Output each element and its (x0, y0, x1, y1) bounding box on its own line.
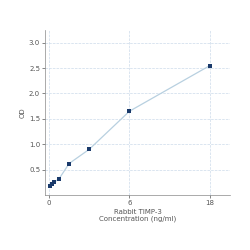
X-axis label: Rabbit TIMP-3
Concentration (ng/ml): Rabbit TIMP-3 Concentration (ng/ml) (99, 209, 176, 222)
Point (52, 180, 56, 184)
Point (208, 64, 212, 68)
Point (50, 182, 54, 186)
Point (57, 177, 61, 181)
Point (48, 184, 52, 188)
Y-axis label: OD: OD (20, 107, 26, 118)
Point (87, 147, 91, 151)
Point (128, 109, 132, 113)
Point (67, 162, 71, 166)
